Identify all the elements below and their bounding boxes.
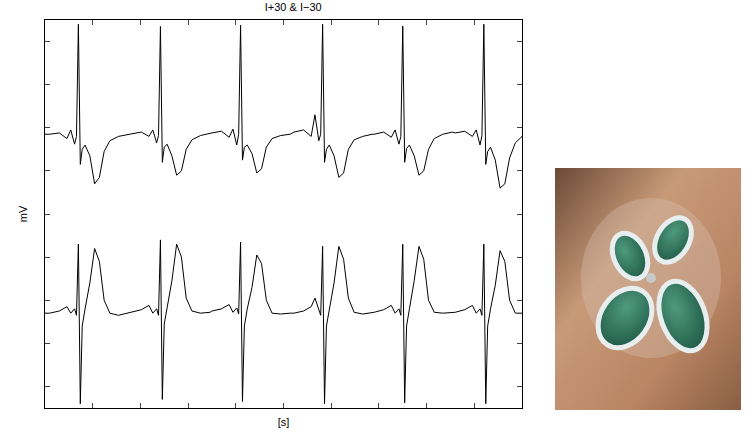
svg-text:mV: mV (17, 205, 29, 222)
svg-text:I+30 & I−30: I+30 & I−30 (265, 1, 322, 13)
svg-text:[s]: [s] (278, 416, 290, 428)
